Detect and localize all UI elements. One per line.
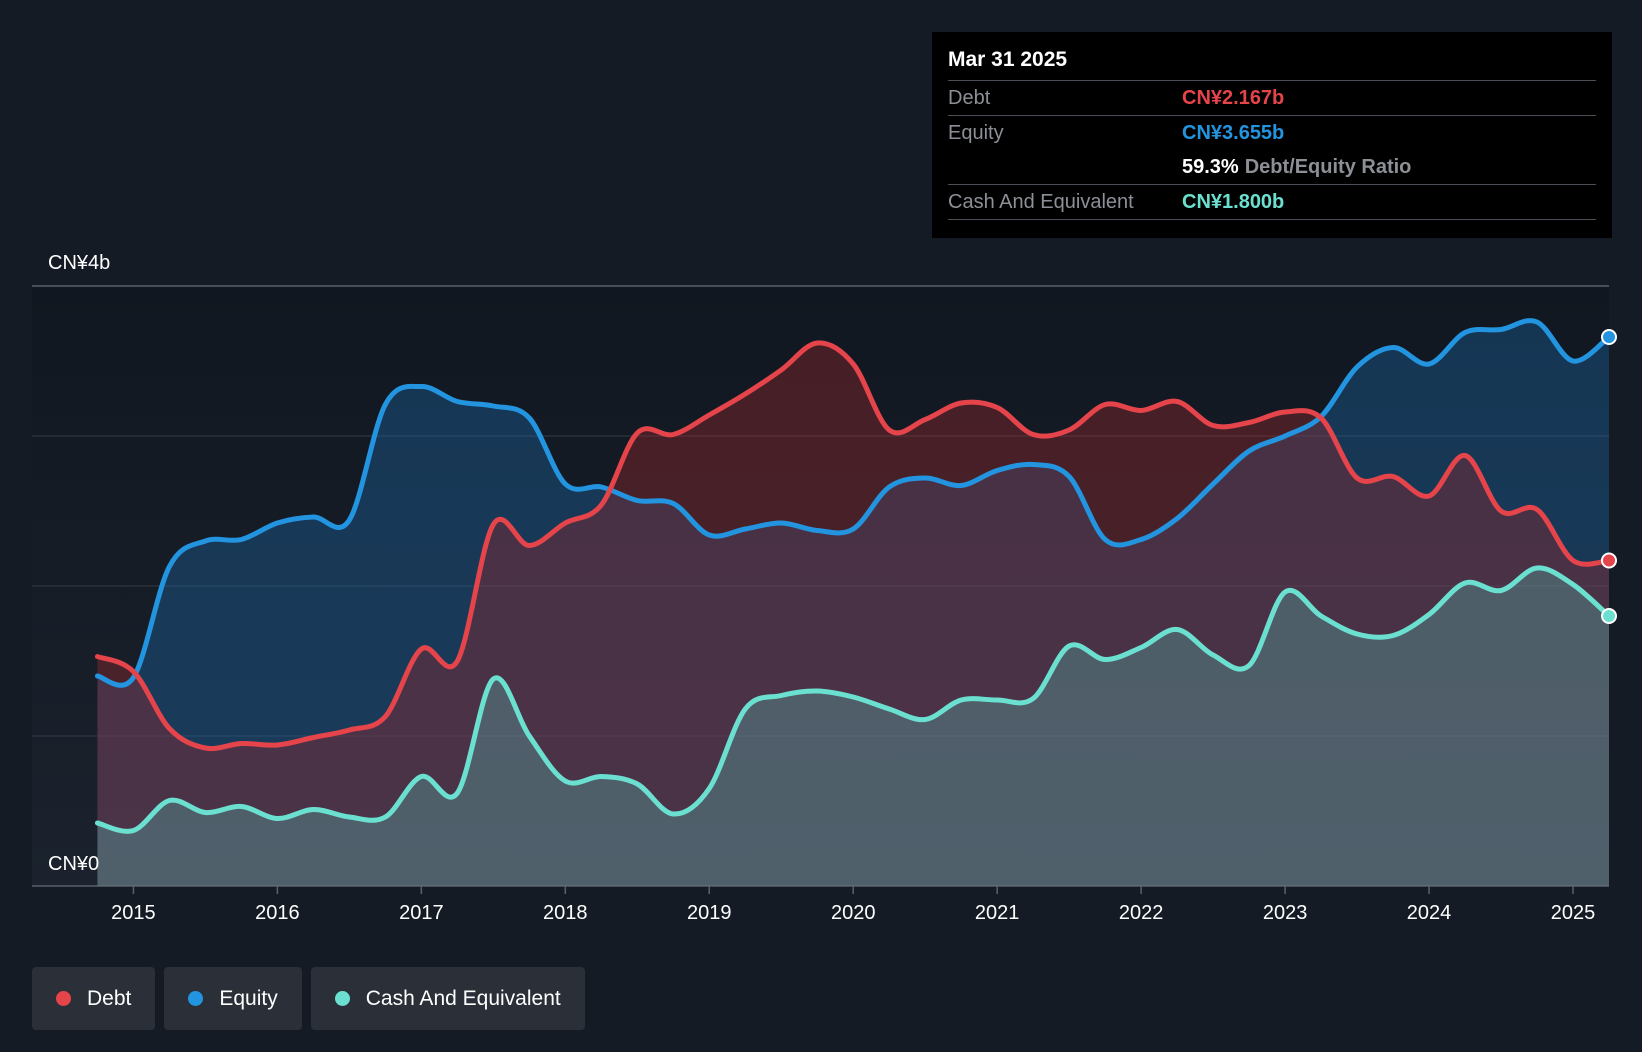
area-debt: [97, 342, 1610, 886]
series-end-markers: [1601, 329, 1617, 624]
y-label-bottom: CN¥0: [48, 853, 99, 875]
x-tick-label: 2015: [111, 902, 156, 924]
tooltip-cash-value: CN¥1.800b: [1182, 191, 1285, 213]
area-equity: [97, 320, 1610, 886]
tooltip-date: Mar 31 2025: [948, 48, 1068, 71]
legend-equity-label: Equity: [219, 986, 278, 1010]
tooltip-ratio-label: Debt/Equity Ratio: [1244, 156, 1412, 178]
x-tick-label: 2023: [1263, 902, 1308, 924]
line-cash-and-equivalent: [94, 565, 1612, 834]
legend-item-cash[interactable]: Cash And Equivalent: [310, 967, 585, 1030]
tooltip-ratio-value: 59.3%: [1182, 156, 1239, 178]
area-cash-and-equivalent: [97, 567, 1610, 886]
gridlines: [32, 285, 1609, 887]
x-tick-label: 2021: [975, 902, 1020, 924]
marker-equity[interactable]: [1601, 329, 1617, 345]
marker-cash-and-equivalent[interactable]: [1601, 608, 1617, 624]
x-tick-label: 2017: [399, 902, 444, 924]
tooltip-debt-label: Debt: [948, 87, 991, 109]
equity-dot-icon: [188, 991, 204, 1006]
legend-item-equity[interactable]: Equity: [164, 967, 302, 1030]
tooltip-row-equity: Equity CN¥3.655b: [948, 115, 1596, 150]
tooltip-cash-label: Cash And Equivalent: [948, 191, 1134, 213]
x-tick-label: 2022: [1119, 902, 1164, 924]
tooltip-row-cash: Cash And Equivalent CN¥1.800b: [948, 184, 1596, 220]
x-axis-ticks: 2015 2016 2017 2018 2019 2020 2021 2022 2023 2024…: [111, 886, 1595, 924]
line-equity: [94, 318, 1612, 688]
tooltip-row-debt: Debt CN¥2.167b: [948, 80, 1596, 115]
legend-item-debt[interactable]: Debt: [32, 967, 156, 1030]
marker-debt[interactable]: [1601, 552, 1617, 569]
x-tick-label: 2025: [1551, 902, 1596, 924]
legend-debt-label: Debt: [87, 986, 132, 1010]
x-tick-label: 2024: [1407, 902, 1452, 924]
tooltip-panel: Mar 31 2025 Debt CN¥2.167b Equity CN¥3.6…: [932, 32, 1612, 238]
x-tick-label: 2019: [687, 902, 732, 924]
tooltip-equity-label: Equity: [948, 122, 1004, 144]
y-label-top: CN¥4b: [48, 252, 110, 274]
tooltip-debt-value: CN¥2.167b: [1182, 87, 1285, 109]
x-tick-label: 2016: [255, 902, 300, 924]
legend-cash-label: Cash And Equivalent: [365, 986, 561, 1010]
x-tick-label: 2018: [543, 902, 588, 924]
series-areas: [97, 320, 1610, 886]
legend: Debt Equity Cash And Equivalent: [32, 967, 585, 1030]
tooltip-row-ratio: 59.3% Debt/Equity Ratio: [948, 150, 1596, 184]
series-lines: [94, 318, 1612, 834]
cash-dot-icon: [334, 991, 350, 1006]
line-debt: [94, 340, 1612, 752]
x-tick-label: 2020: [831, 902, 876, 924]
tooltip-equity-value: CN¥3.655b: [1182, 122, 1285, 144]
debt-dot-icon: [56, 991, 71, 1006]
